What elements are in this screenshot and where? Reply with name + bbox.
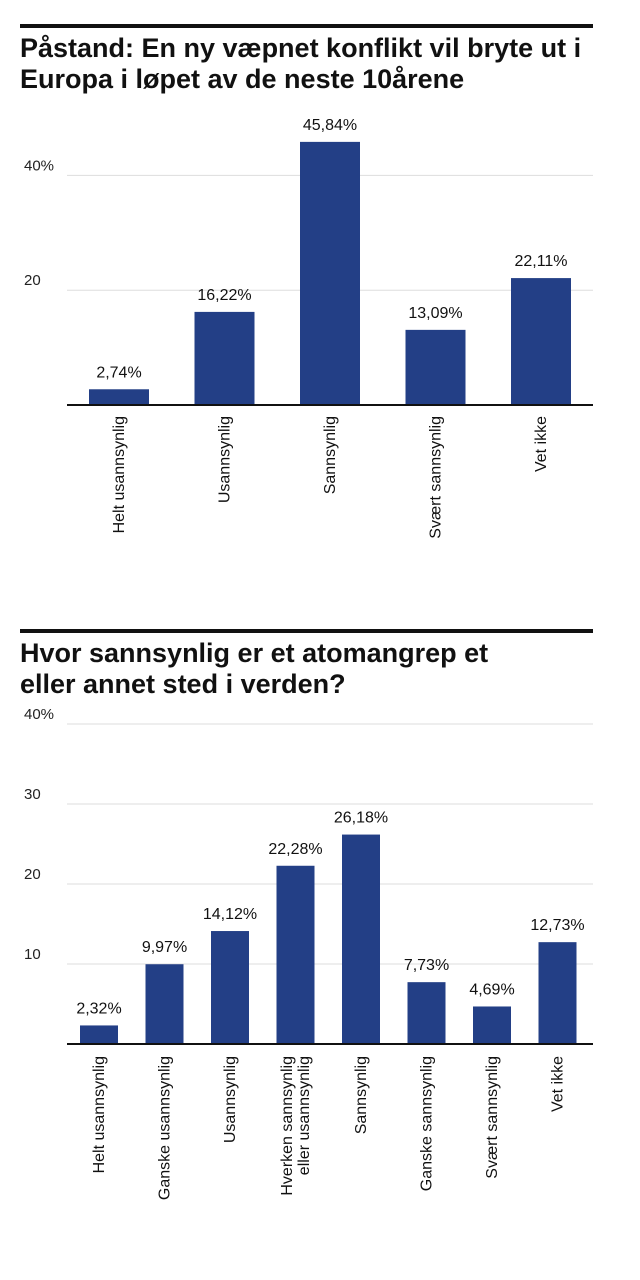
x-tick-label: Ganske usannsynlig [157, 1056, 174, 1200]
y-tick-label: 10 [24, 946, 41, 963]
bar [145, 964, 184, 1044]
bar [511, 278, 571, 405]
title-rule-2 [20, 629, 593, 633]
category-label-group: Usannsynlig [222, 1056, 239, 1143]
bar [342, 834, 380, 1044]
y-tick-label: 40% [24, 157, 54, 174]
data-label: 13,09% [408, 305, 462, 322]
category-label-group: Helt usannsynlig [111, 416, 128, 533]
data-label: 16,22% [197, 287, 251, 304]
y-tick-label: 40% [24, 706, 54, 723]
x-tick-label: Helt usannsynlig [91, 1056, 108, 1173]
category-label-group: Sannsynlig [353, 1056, 370, 1134]
bar [407, 982, 446, 1044]
data-label: 7,73% [404, 957, 449, 974]
category-label-group: Hverken sannsynlig eller usannsynlig [279, 1056, 313, 1196]
category-label-group: Sannsynlig [322, 416, 339, 494]
x-tick-label: Vet ikke [533, 416, 550, 472]
category-label-group: Svært sannsynlig [428, 416, 445, 539]
chart-title-1: Påstand: En ny væpnet konflikt vil bryte… [20, 33, 582, 94]
x-tick-label: eller usannsynlig [296, 1056, 313, 1175]
x-tick-label: Svært sannsynlig [428, 416, 445, 539]
bar [405, 329, 466, 405]
data-label: 22,11% [514, 253, 567, 270]
bar [80, 1025, 118, 1044]
x-tick-label: Usannsynlig [222, 1056, 239, 1143]
data-label: 2,74% [96, 364, 141, 381]
bar [300, 141, 360, 405]
data-label: 22,28% [268, 841, 322, 858]
bar [194, 311, 255, 405]
bar-chart-1: 20 40% 2,74% Helt usannsynlig 16,22% Usannsyn… [24, 117, 593, 539]
bar [473, 1006, 511, 1044]
category-label-group: Usannsynlig [217, 416, 234, 503]
chart-panel-1: Påstand: En ny væpnet konflikt vil bryte… [0, 0, 640, 600]
data-label: 9,97% [142, 939, 187, 956]
category-label-group: Svært sannsynlig [484, 1056, 501, 1179]
x-tick-label: Sannsynlig [322, 416, 339, 494]
bar-chart-2: 10 20 30 40% 2,32% Helt usannsynlig 9,97% Gansk… [24, 706, 593, 1200]
chart-panel-2: Hvor sannsynlig er et atomangrep et elle… [0, 600, 640, 1280]
data-label: 45,84% [303, 117, 357, 134]
data-label: 2,32% [76, 1000, 121, 1017]
x-tick-label: Sannsynlig [353, 1056, 370, 1134]
chart-title-2: Hvor sannsynlig er et atomangrep et elle… [20, 638, 489, 699]
category-label-group: Vet ikke [533, 416, 550, 472]
y-tick-label: 30 [24, 786, 41, 803]
x-tick-label: Usannsynlig [217, 416, 234, 503]
x-tick-label: Ganske sannsynlig [419, 1056, 436, 1191]
data-label: 14,12% [203, 906, 257, 923]
category-label-group: Vet ikke [550, 1056, 567, 1112]
category-label-group: Ganske sannsynlig [419, 1056, 436, 1191]
category-label-group: Ganske usannsynlig [157, 1056, 174, 1200]
y-tick-label: 20 [24, 272, 41, 289]
bar [276, 865, 315, 1044]
data-label: 12,73% [530, 917, 584, 934]
bar [211, 931, 249, 1044]
data-label: 4,69% [469, 981, 514, 998]
bar [538, 942, 577, 1044]
bar [89, 389, 149, 405]
y-tick-label: 20 [24, 866, 41, 883]
data-label: 26,18% [334, 810, 388, 827]
x-tick-label: Vet ikke [550, 1056, 567, 1112]
x-tick-label: Hverken sannsynlig [279, 1056, 296, 1196]
x-tick-label: Svært sannsynlig [484, 1056, 501, 1179]
category-label-group: Helt usannsynlig [91, 1056, 108, 1173]
title-rule-1 [20, 24, 593, 28]
x-tick-label: Helt usannsynlig [111, 416, 128, 533]
